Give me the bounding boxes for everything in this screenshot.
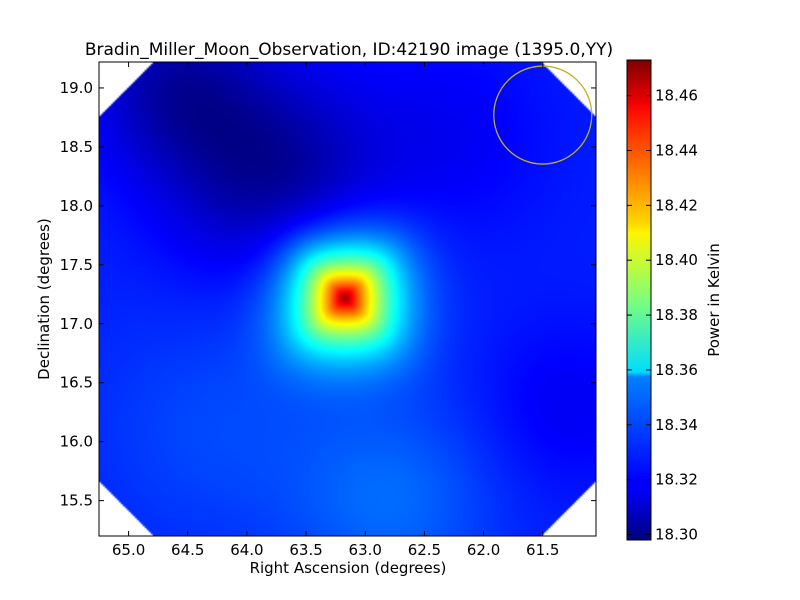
y-axis: 15.5 16.0 16.5 17.0 17.5 18.0 18.5 19.0 <box>60 79 596 510</box>
colorbar-tick-label: 18.32 <box>655 471 698 489</box>
colorbar-gradient <box>627 60 651 540</box>
y-tick-label: 16.5 <box>60 374 93 392</box>
plot-frame <box>98 61 597 537</box>
colorbar-tick-label: 18.46 <box>655 87 698 105</box>
x-tick-label: 65.0 <box>112 541 145 559</box>
colorbar-frame <box>626 59 652 541</box>
colorbar: 18.30 18.32 18.34 18.36 18.38 18.40 18.42 18.44… <box>626 59 723 544</box>
x-tick-label: 62.0 <box>467 541 500 559</box>
y-tick-label: 17.0 <box>60 315 93 333</box>
x-tick-label: 63.5 <box>289 541 322 559</box>
colorbar-tick-label: 18.44 <box>655 142 698 160</box>
x-tick-label: 63.0 <box>349 541 382 559</box>
colorbar-tick-label: 18.36 <box>655 361 698 379</box>
y-tick-label: 18.5 <box>60 138 93 156</box>
x-tick-label: 64.5 <box>171 541 204 559</box>
colorbar-tick-label: 18.34 <box>655 416 698 434</box>
y-tick-label: 18.0 <box>60 197 93 215</box>
colorbar-tick-label: 18.30 <box>655 526 698 544</box>
colorbar-tick-label: 18.38 <box>655 306 698 324</box>
y-tick-label: 17.5 <box>60 256 93 274</box>
chart-title: Bradin_Miller_Moon_Observation, ID:42190… <box>85 40 613 60</box>
plot-area <box>98 61 597 537</box>
heatmap-image <box>99 62 596 536</box>
y-axis-label: Declination (degrees) <box>35 218 53 380</box>
colorbar-tick-label: 18.42 <box>655 196 698 214</box>
colorbar-label: Power in Kelvin <box>705 243 723 357</box>
colorbar-tick-label: 18.40 <box>655 251 698 269</box>
y-tick-label: 16.0 <box>60 433 93 451</box>
x-tick-label: 61.5 <box>526 541 559 559</box>
x-tick-label: 62.5 <box>408 541 441 559</box>
y-tick-label: 15.5 <box>60 492 93 510</box>
x-tick-label: 64.0 <box>230 541 263 559</box>
x-axis-label: Right Ascension (degrees) <box>250 559 447 577</box>
y-tick-label: 19.0 <box>60 79 93 97</box>
x-axis: 65.0 64.5 64.0 63.5 63.0 62.5 62.0 61.5 <box>112 62 559 559</box>
colorbar-ticks: 18.30 18.32 18.34 18.36 18.38 18.40 18.42 18.44… <box>627 87 698 544</box>
